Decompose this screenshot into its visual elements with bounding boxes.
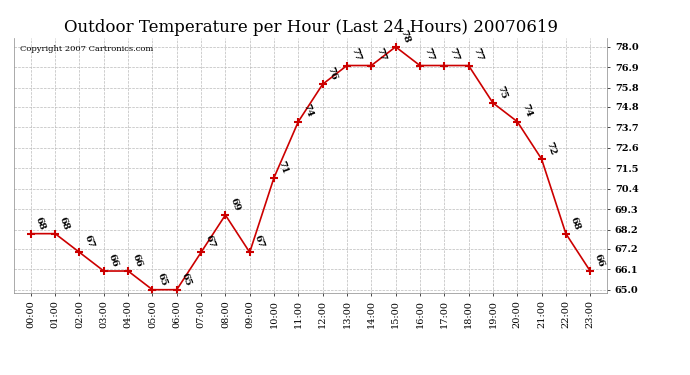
Text: 77: 77 xyxy=(374,47,387,63)
Text: 75: 75 xyxy=(495,84,509,100)
Text: 66: 66 xyxy=(106,252,119,268)
Text: 71: 71 xyxy=(277,159,290,175)
Text: 66: 66 xyxy=(593,252,606,268)
Text: 77: 77 xyxy=(447,47,460,63)
Text: 69: 69 xyxy=(228,196,242,212)
Text: 66: 66 xyxy=(131,252,144,268)
Text: 67: 67 xyxy=(253,234,266,249)
Text: 74: 74 xyxy=(301,103,314,119)
Text: 77: 77 xyxy=(471,47,484,63)
Text: 67: 67 xyxy=(82,234,95,249)
Text: Copyright 2007 Cartronics.com: Copyright 2007 Cartronics.com xyxy=(20,45,153,53)
Text: 74: 74 xyxy=(520,103,533,119)
Text: 67: 67 xyxy=(204,234,217,249)
Text: 72: 72 xyxy=(544,140,558,156)
Text: 68: 68 xyxy=(34,215,47,231)
Text: 76: 76 xyxy=(326,66,339,81)
Title: Outdoor Temperature per Hour (Last 24 Hours) 20070619: Outdoor Temperature per Hour (Last 24 Ho… xyxy=(63,19,558,36)
Text: 68: 68 xyxy=(58,215,71,231)
Text: 78: 78 xyxy=(398,28,411,44)
Text: 77: 77 xyxy=(423,47,436,63)
Text: 68: 68 xyxy=(569,215,582,231)
Text: 65: 65 xyxy=(179,271,193,287)
Text: 77: 77 xyxy=(350,47,363,63)
Text: 65: 65 xyxy=(155,271,168,287)
